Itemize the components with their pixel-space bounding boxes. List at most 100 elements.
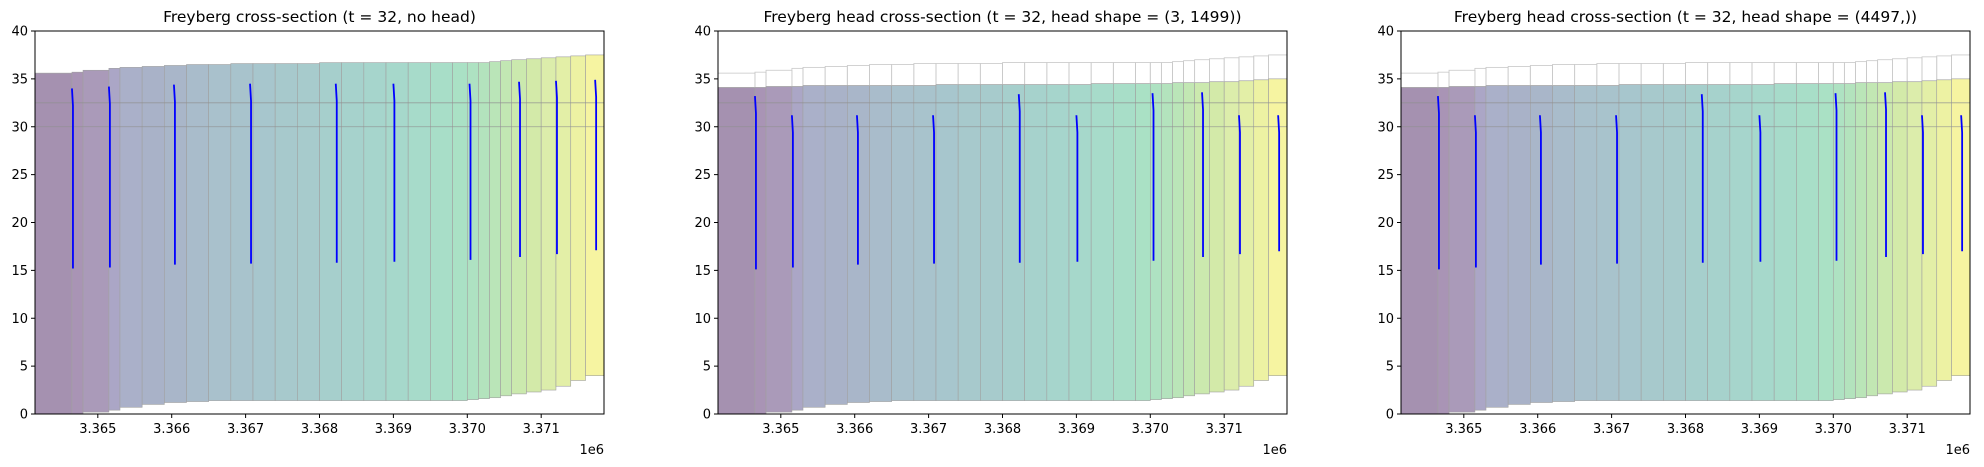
- well-screen: [932, 115, 935, 264]
- head-cross-section-panel-3x1499: 0 5 10 15 20 25 30 35 40 3.365 3.366 3.367 3.368 3.36…: [694, 8, 1288, 458]
- saturated-cell: [1172, 82, 1184, 399]
- well-screen: [392, 83, 396, 262]
- cell-dry-outline: [935, 63, 959, 86]
- cell-dry-outline: [1448, 69, 1476, 87]
- well-screen: [1277, 115, 1281, 252]
- saturated-cell: [824, 85, 848, 405]
- y-tick-label: 25: [11, 168, 28, 183]
- y-tick-label: 0: [1386, 408, 1394, 423]
- cell-dry-outline: [1795, 62, 1819, 85]
- well-screen: [555, 80, 558, 255]
- saturated-cell: [1448, 86, 1476, 413]
- saturated-cell: [1574, 85, 1598, 401]
- saturated-cell: [1729, 84, 1753, 401]
- saturated-cell: [1640, 84, 1664, 401]
- model-cell: [478, 62, 490, 399]
- cell-dry-outline: [891, 64, 915, 86]
- cell-dry-outline: [1618, 63, 1642, 86]
- cell-dry-outline: [802, 66, 826, 86]
- well-screen: [1615, 115, 1618, 264]
- cell-dry-outline: [1172, 61, 1184, 84]
- saturated-cell: [1161, 83, 1173, 399]
- x-tick-label: 3.369: [1058, 422, 1095, 437]
- saturated-cell: [1832, 83, 1845, 400]
- x-tick-label: 3.370: [1815, 422, 1852, 437]
- cell-dry-outline: [1662, 63, 1686, 86]
- well-screen: [249, 83, 252, 264]
- saturated-cell: [1507, 85, 1531, 405]
- cell-dry-outline: [846, 65, 870, 86]
- well-screen: [1201, 92, 1204, 257]
- well-screen: [1238, 115, 1241, 255]
- y-tick-label: 20: [694, 216, 711, 231]
- x-tick-label: 3.365: [1445, 422, 1482, 437]
- well-screen: [1437, 96, 1440, 270]
- chart-title: Freyberg cross-section (t = 32, no head): [163, 8, 476, 26]
- well-screen: [173, 84, 176, 265]
- model-cell: [363, 62, 387, 401]
- saturated-cell: [1818, 83, 1834, 401]
- model-cell: [297, 63, 320, 401]
- x-tick-label: 3.370: [1132, 422, 1169, 437]
- model-cell: [570, 55, 586, 381]
- cell-dry-outline: [1596, 63, 1620, 86]
- cell-dry-outline: [765, 69, 793, 87]
- cell-dry-outline: [1751, 62, 1775, 86]
- saturated-cell: [1906, 81, 1923, 391]
- saturated-cell: [1855, 82, 1867, 399]
- saturated-cell: [1663, 84, 1686, 401]
- cell-dry-outline: [1135, 62, 1151, 85]
- well-screen: [518, 81, 521, 257]
- y-tick-label: 10: [1377, 312, 1394, 327]
- model-cell: [141, 66, 165, 405]
- well-screen: [1474, 115, 1477, 268]
- y-tick-label: 15: [694, 264, 711, 279]
- well-screen: [1075, 115, 1079, 262]
- saturated-cell: [718, 87, 756, 414]
- saturated-cell: [1024, 84, 1048, 401]
- model-cell: [585, 54, 604, 377]
- model-cell: [208, 64, 232, 401]
- y-tick-label: 5: [20, 360, 28, 375]
- plot-area: [1401, 54, 1970, 414]
- cell-dry-outline: [1529, 65, 1553, 86]
- saturated-cell: [1485, 85, 1509, 408]
- saturated-cell: [1685, 84, 1708, 401]
- well-screen: [1017, 94, 1021, 263]
- y-tick-label: 20: [11, 216, 28, 231]
- saturated-cell: [1253, 79, 1269, 381]
- saturated-cell: [1951, 78, 1970, 377]
- x-tick-label: 3.366: [1519, 422, 1556, 437]
- model-cell: [430, 62, 453, 401]
- saturated-cell: [980, 84, 1003, 401]
- saturated-cell: [1707, 84, 1731, 401]
- cell-dry-outline: [1843, 62, 1856, 85]
- cell-dry-outline: [1773, 62, 1797, 85]
- cell-dry-outline: [1855, 61, 1867, 84]
- cell-dry-outline: [1552, 64, 1576, 86]
- x-tick-label: 3.367: [227, 422, 264, 437]
- cell-dry-outline: [1160, 62, 1173, 85]
- saturated-cell: [957, 84, 981, 401]
- chart-title: Freyberg head cross-section (t = 32, hea…: [763, 8, 1241, 26]
- model-cell: [341, 62, 365, 401]
- saturated-cell: [1596, 85, 1620, 401]
- well-screen: [790, 115, 794, 268]
- x-tick-label: 3.366: [836, 422, 873, 437]
- model-cell: [230, 63, 254, 401]
- x-tick-label: 3.371: [523, 422, 560, 437]
- model-cell: [319, 62, 342, 401]
- saturated-cell: [1844, 83, 1856, 399]
- cell-dry-outline: [1024, 62, 1048, 86]
- y-tick-label: 0: [20, 408, 28, 423]
- y-tick-label: 10: [694, 312, 711, 327]
- cell-dry-outline: [1906, 57, 1923, 83]
- well-screen: [754, 96, 757, 270]
- x-tick-label: 3.365: [79, 422, 116, 437]
- well-screen: [334, 83, 338, 263]
- y-tick-label: 5: [703, 360, 711, 375]
- saturated-cell: [1149, 83, 1162, 400]
- x-tick-label: 3.371: [1889, 422, 1926, 437]
- well-screen: [1700, 94, 1704, 263]
- saturated-cell: [1796, 83, 1819, 401]
